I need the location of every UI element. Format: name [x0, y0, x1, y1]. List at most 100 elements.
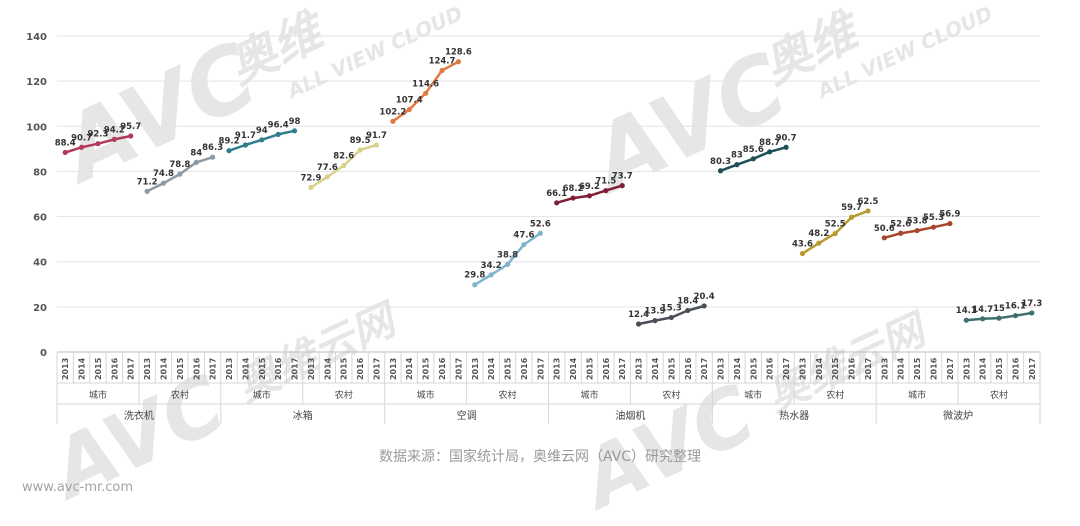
data-point [144, 188, 150, 194]
y-tick-label: 100 [26, 122, 47, 133]
data-label: 52.6 [530, 219, 551, 229]
data-point [373, 142, 380, 148]
data-label: 20.4 [694, 292, 715, 302]
data-point [636, 321, 642, 327]
data-point [390, 118, 396, 124]
data-point [930, 224, 937, 230]
year-tick-label: 2013 [553, 358, 562, 380]
data-point [259, 137, 265, 143]
category-label-0: 洗衣机 [124, 409, 154, 422]
y-tick-label: 60 [33, 213, 47, 224]
data-point [95, 141, 101, 147]
y-tick-label: 40 [33, 258, 47, 269]
year-tick-label: 2016 [766, 357, 775, 380]
data-label: 71.2 [137, 177, 158, 187]
year-tick-label: 2015 [831, 357, 840, 380]
data-label: 78.8 [169, 160, 190, 170]
data-label: 47.6 [513, 231, 534, 241]
year-tick-label: 2017 [782, 358, 791, 380]
data-point [963, 317, 969, 323]
year-tick-label: 2016 [1011, 357, 1020, 380]
data-point [799, 250, 806, 257]
year-tick-label: 2016 [602, 357, 611, 380]
year-tick-label: 2013 [61, 358, 70, 380]
category-label-1: 冰箱 [293, 409, 313, 422]
subcategory-label: 城市 [908, 389, 926, 401]
data-point [717, 168, 724, 174]
year-tick-label: 2017 [864, 358, 873, 380]
year-tick-label: 2013 [880, 358, 889, 380]
y-tick-label: 120 [26, 77, 47, 88]
year-tick-label: 2014 [979, 357, 988, 380]
data-point [423, 90, 429, 96]
data-point [291, 128, 298, 134]
data-label: 53.8 [907, 217, 928, 227]
year-tick-label: 2014 [323, 357, 332, 380]
data-point [488, 272, 494, 278]
data-point [570, 195, 576, 201]
year-tick-label: 2017 [946, 358, 955, 380]
year-tick-label: 2015 [258, 357, 267, 380]
year-tick-label: 2016 [930, 357, 939, 380]
data-point [980, 316, 986, 322]
data-point [406, 106, 412, 113]
data-point [160, 180, 167, 186]
data-label: 114.6 [412, 79, 439, 89]
data-label: 38.8 [497, 250, 518, 260]
year-tick-label: 2013 [798, 358, 807, 380]
year-tick-label: 2017 [700, 358, 709, 380]
data-label: 15 [993, 304, 1005, 314]
data-point [832, 230, 838, 237]
data-point [111, 136, 117, 142]
subcategory-label: 农村 [171, 389, 189, 401]
data-label: 15.3 [661, 303, 682, 313]
data-label: 128.6 [445, 48, 472, 58]
subcategory-label: 城市 [744, 389, 762, 401]
subcategory-label: 农村 [662, 389, 680, 401]
data-point [275, 131, 281, 138]
year-tick-label: 2016 [110, 357, 119, 380]
year-tick-label: 2015 [667, 357, 676, 380]
year-tick-label: 2017 [372, 358, 381, 380]
data-label: 13.9 [644, 307, 665, 317]
data-label: 83 [731, 151, 743, 161]
data-point [586, 193, 593, 199]
year-tick-label: 2015 [585, 357, 594, 380]
data-point [603, 188, 609, 194]
data-point [308, 184, 314, 191]
data-point [619, 183, 625, 189]
data-label: 43.6 [792, 240, 813, 250]
year-tick-label: 2016 [848, 357, 857, 380]
year-tick-label: 2014 [487, 357, 496, 380]
year-tick-label: 2017 [454, 358, 463, 380]
data-label: 52.5 [825, 220, 846, 230]
year-tick-label: 2017 [1028, 358, 1037, 380]
year-tick-label: 2015 [94, 357, 103, 380]
year-tick-label: 2014 [405, 357, 414, 380]
subcategory-label: 城市 [253, 389, 271, 401]
data-label: 72.9 [300, 173, 321, 183]
year-tick-label: 2015 [340, 357, 349, 380]
data-label: 12.4 [628, 310, 649, 320]
data-label: 94 [256, 126, 268, 136]
data-label: 52.6 [890, 219, 911, 229]
year-tick-label: 2015 [176, 357, 185, 380]
year-tick-label: 2014 [651, 357, 660, 380]
year-tick-label: 2016 [438, 357, 447, 380]
data-point [865, 208, 871, 214]
year-tick-label: 2013 [471, 358, 480, 380]
data-label: 29.8 [464, 271, 485, 281]
data-label: 91.7 [235, 131, 256, 141]
data-label: 80.3 [710, 157, 731, 167]
year-tick-label: 2016 [684, 357, 693, 380]
data-point [439, 67, 445, 74]
data-label: 48.2 [808, 229, 829, 239]
data-label: 14.1 [956, 306, 977, 316]
data-label: 89.2 [219, 137, 240, 147]
data-label: 17.3 [1021, 299, 1042, 309]
year-tick-label: 2013 [717, 358, 726, 380]
data-point [816, 240, 822, 246]
data-label: 94.2 [104, 125, 125, 135]
data-point [914, 227, 920, 234]
data-label: 90.7 [71, 133, 92, 143]
